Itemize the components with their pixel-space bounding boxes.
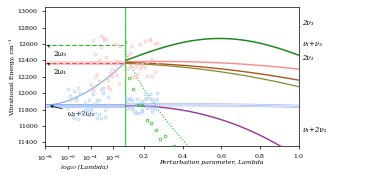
Y-axis label: Vibrational Energy, cm⁻¹: Vibrational Energy, cm⁻¹ [9,38,15,115]
X-axis label: log₁₀ (Lambda): log₁₀ (Lambda) [61,165,108,170]
Text: 2ν₃: 2ν₃ [302,19,314,27]
Text: ν₁+2ν₂: ν₁+2ν₂ [302,126,327,135]
Text: ω₁+2ω₂: ω₁+2ω₂ [51,105,95,118]
X-axis label: Perturbation parameter, Lambda: Perturbation parameter, Lambda [159,160,264,165]
Text: 2ω₁: 2ω₁ [48,63,67,76]
Text: 2ω₃: 2ω₃ [48,45,66,58]
Text: 2ν₁: 2ν₁ [302,54,314,62]
Text: ν₁+ν₃: ν₁+ν₃ [302,40,322,48]
